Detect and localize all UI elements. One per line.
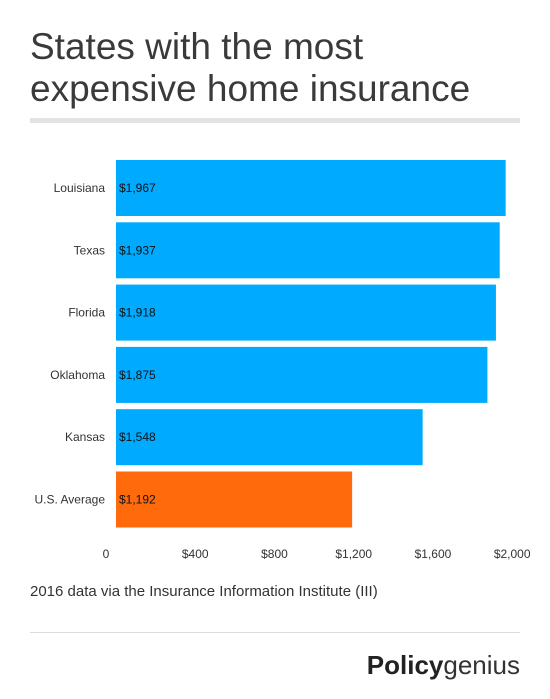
x-tick-label: $1,200 <box>335 547 372 560</box>
x-tick-label: $400 <box>182 547 209 560</box>
chart-title-line-2: expensive home insurance <box>30 68 471 109</box>
data-label: $1,937 <box>119 243 156 257</box>
category-label: Kansas <box>65 430 105 444</box>
data-label: $1,875 <box>119 368 156 382</box>
policygenius-logo: Policygenius <box>367 650 520 681</box>
bar-chart: Louisiana $1,967 Texas $1,937 Florida $1,918 O… <box>35 160 531 560</box>
logo-policy: Policy <box>366 650 444 680</box>
category-label: U.S. Average <box>35 493 106 507</box>
data-label: $1,548 <box>119 430 156 444</box>
category-label: Oklahoma <box>50 368 105 382</box>
bar <box>116 409 423 466</box>
category-label: Texas <box>74 243 105 257</box>
footer-divider <box>30 632 520 633</box>
bar <box>116 346 488 403</box>
chart-title: States with the most expensive home insu… <box>30 26 520 110</box>
title-divider <box>30 118 520 123</box>
bar <box>116 284 496 341</box>
data-label: $1,918 <box>119 306 156 320</box>
logo-genius: genius <box>443 650 520 680</box>
x-tick-label: $1,600 <box>415 547 452 560</box>
category-label: Louisiana <box>54 181 106 195</box>
data-label: $1,192 <box>119 493 156 507</box>
bar <box>116 222 500 279</box>
chart-title-line-1: States with the most <box>30 26 364 67</box>
data-label: $1,967 <box>119 181 156 195</box>
x-tick-label: $2,000 <box>494 547 531 560</box>
category-label: Florida <box>68 306 105 320</box>
bar <box>116 160 506 216</box>
bar <box>116 471 353 528</box>
x-tick-label: $800 <box>261 547 288 560</box>
x-tick-label: 0 <box>103 547 110 560</box>
source-note: 2016 data via the Insurance Information … <box>30 583 378 600</box>
